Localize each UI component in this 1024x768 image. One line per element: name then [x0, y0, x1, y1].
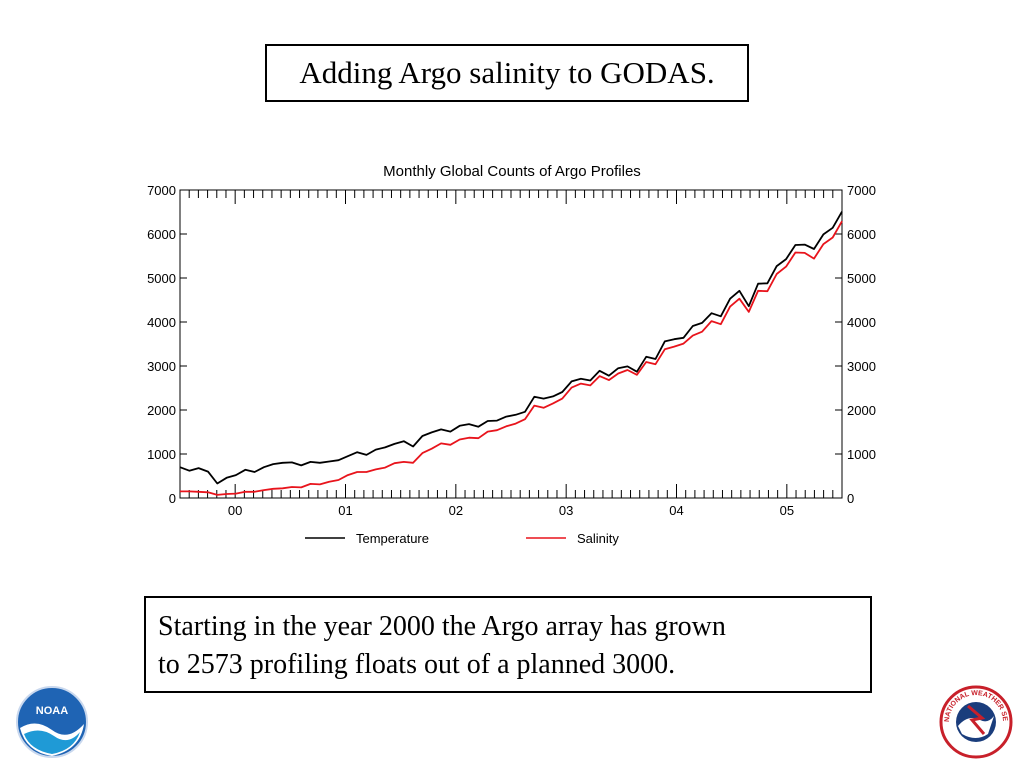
- y-tick-label-right: 0: [847, 491, 854, 506]
- y-tick-label-left: 3000: [147, 359, 176, 374]
- y-tick-label-right: 1000: [847, 447, 876, 462]
- legend-label-salinity: Salinity: [577, 531, 619, 546]
- chart-title: Monthly Global Counts of Argo Profiles: [383, 163, 641, 180]
- x-tick-label: 00: [228, 503, 242, 518]
- axis-ticks: [180, 189, 842, 499]
- y-tick-label-left: 0: [169, 491, 176, 506]
- y-tick-label-right: 2000: [847, 403, 876, 418]
- x-tick-label: 04: [669, 503, 683, 518]
- y-tick-label-right: 5000: [847, 271, 876, 286]
- caption-box: Starting in the year 2000 the Argo array…: [144, 596, 872, 693]
- y-tick-label-left: 4000: [147, 315, 176, 330]
- y-axis-left-labels: 0 1000 2000 3000 4000 5000 6000 7000: [147, 183, 176, 506]
- legend: Temperature Salinity: [305, 531, 619, 546]
- y-tick-label-left: 2000: [147, 403, 176, 418]
- x-axis-labels: 00 01 02 03 04 05: [228, 503, 794, 518]
- y-tick-label-right: 6000: [847, 227, 876, 242]
- legend-label-temperature: Temperature: [356, 531, 429, 546]
- y-tick-label-right: 3000: [847, 359, 876, 374]
- y-tick-label-right: 7000: [847, 183, 876, 198]
- y-tick-label-left: 7000: [147, 183, 176, 198]
- y-tick-label-right: 4000: [847, 315, 876, 330]
- y-tick-label-left: 1000: [147, 447, 176, 462]
- y-tick-label-left: 6000: [147, 227, 176, 242]
- plot-frame: [179, 189, 843, 499]
- noaa-logo-text: NOAA: [36, 705, 68, 717]
- noaa-logo-icon: NOAA: [16, 686, 88, 758]
- y-tick-label-left: 5000: [147, 271, 176, 286]
- series-line-salinity: [180, 220, 843, 496]
- x-tick-label: 02: [449, 503, 463, 518]
- caption-line-1: Starting in the year 2000 the Argo array…: [158, 611, 726, 642]
- slide-title: Adding Argo salinity to GODAS.: [265, 44, 749, 102]
- series-lines: [179, 211, 843, 496]
- x-tick-label: 03: [559, 503, 573, 518]
- series-line-temperature: [179, 211, 843, 485]
- nws-logo-icon: NATIONAL WEATHER SERVICE: [938, 684, 1013, 759]
- caption-line-2: to 2573 profiling floats out of a planne…: [158, 649, 676, 680]
- x-tick-label: 01: [338, 503, 352, 518]
- x-tick-label: 05: [780, 503, 794, 518]
- y-axis-right-labels: 0 1000 2000 3000 4000 5000 6000 7000: [847, 183, 876, 506]
